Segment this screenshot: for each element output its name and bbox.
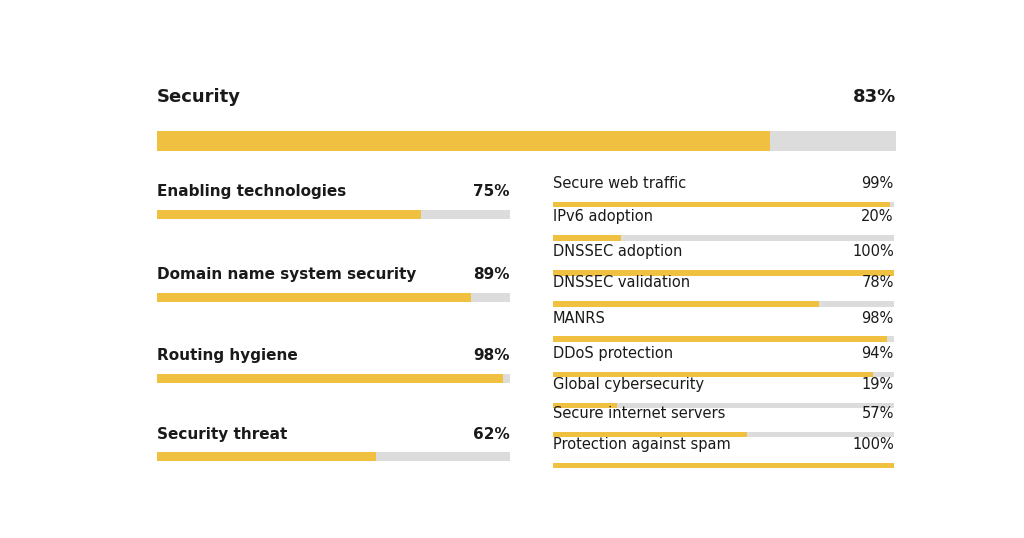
Text: 98%: 98% xyxy=(861,310,894,325)
Bar xyxy=(553,235,621,240)
Bar xyxy=(553,402,617,408)
Text: 78%: 78% xyxy=(861,275,894,291)
Bar xyxy=(553,372,894,377)
Bar xyxy=(157,373,503,383)
Bar xyxy=(553,301,894,307)
Text: Security: Security xyxy=(157,88,241,106)
Text: 100%: 100% xyxy=(852,437,894,452)
Bar xyxy=(553,431,748,437)
Bar xyxy=(553,235,894,240)
Bar xyxy=(157,452,376,462)
Bar xyxy=(553,431,894,437)
Text: 83%: 83% xyxy=(853,88,896,106)
Text: 99%: 99% xyxy=(861,176,894,191)
Bar xyxy=(553,202,891,208)
Text: DNSSEC validation: DNSSEC validation xyxy=(553,275,690,291)
Bar xyxy=(553,336,894,342)
Text: 75%: 75% xyxy=(473,184,510,199)
Bar xyxy=(157,452,510,462)
Bar xyxy=(157,131,896,151)
Text: DNSSEC adoption: DNSSEC adoption xyxy=(553,244,682,259)
Text: 94%: 94% xyxy=(861,346,894,361)
Text: Secure internet servers: Secure internet servers xyxy=(553,406,725,421)
Text: 100%: 100% xyxy=(852,244,894,259)
Text: 57%: 57% xyxy=(861,406,894,421)
Text: DDoS protection: DDoS protection xyxy=(553,346,673,361)
Text: MANRS: MANRS xyxy=(553,310,605,325)
Text: Enabling technologies: Enabling technologies xyxy=(157,184,346,199)
Bar xyxy=(157,210,422,219)
Text: Protection against spam: Protection against spam xyxy=(553,437,730,452)
Bar xyxy=(553,270,894,276)
Text: 89%: 89% xyxy=(473,267,510,282)
Bar xyxy=(157,210,510,219)
Text: Security threat: Security threat xyxy=(157,427,287,442)
Text: 62%: 62% xyxy=(473,427,510,442)
Text: IPv6 adoption: IPv6 adoption xyxy=(553,209,652,224)
Bar xyxy=(553,372,873,377)
Text: Domain name system security: Domain name system security xyxy=(157,267,416,282)
Bar xyxy=(157,373,510,383)
Bar xyxy=(553,336,887,342)
Bar xyxy=(553,463,894,469)
Text: Secure web traffic: Secure web traffic xyxy=(553,176,686,191)
Bar xyxy=(157,293,471,302)
Bar xyxy=(157,293,510,302)
Bar xyxy=(553,463,894,469)
Text: 98%: 98% xyxy=(473,348,510,363)
Text: 20%: 20% xyxy=(861,209,894,224)
Bar xyxy=(553,202,894,208)
Bar xyxy=(553,270,894,276)
Bar xyxy=(553,402,894,408)
Bar xyxy=(553,301,819,307)
Text: 19%: 19% xyxy=(861,377,894,392)
Text: Global cybersecurity: Global cybersecurity xyxy=(553,377,703,392)
Bar xyxy=(157,131,770,151)
Text: Routing hygiene: Routing hygiene xyxy=(157,348,297,363)
